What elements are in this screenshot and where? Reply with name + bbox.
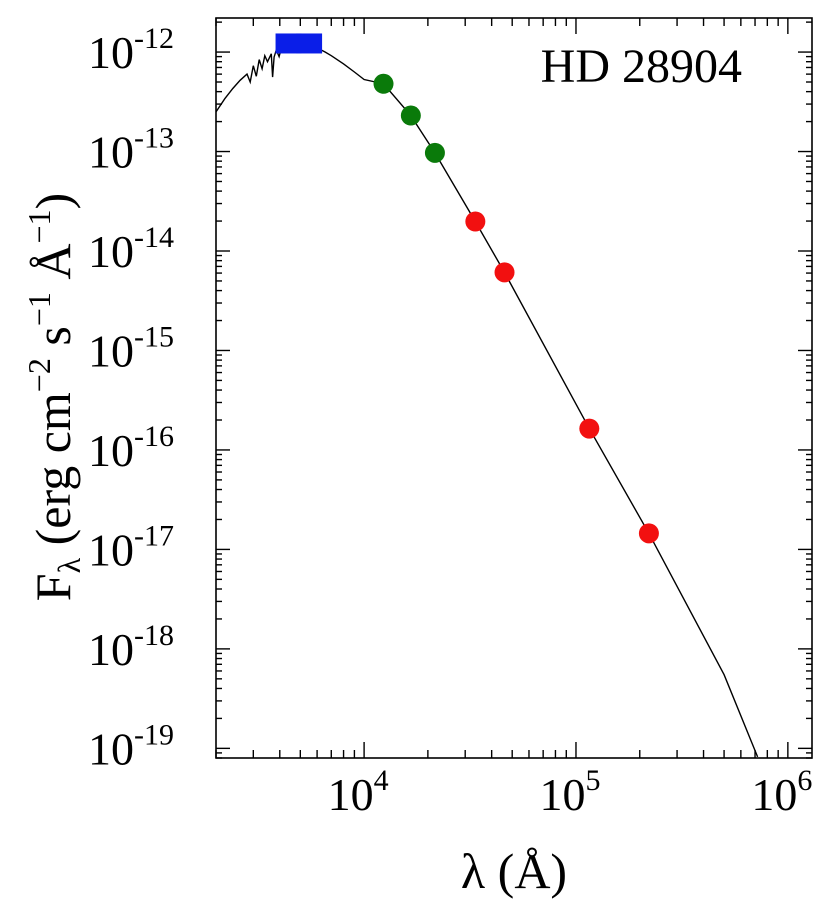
y-label-sub: λ: [51, 557, 87, 573]
y-label-exp2: −1: [21, 292, 57, 326]
points-layer: [275, 33, 659, 544]
x-tick-label: 104: [328, 764, 389, 820]
y-tick-label: 10-12: [88, 22, 174, 78]
chart-title: HD 28904: [541, 40, 742, 93]
x-axis-label: λ (Å): [461, 843, 567, 899]
y-label-open: (erg cm: [25, 392, 81, 558]
plot-frame: [215, 17, 813, 759]
data-point-circle: [494, 262, 515, 283]
data-point-circle: [400, 105, 421, 126]
model-layer: [215, 42, 759, 758]
data-point-circle: [638, 523, 659, 544]
y-tick-label: 10-18: [88, 619, 174, 675]
model-sed-curve: [215, 42, 759, 758]
y-label-exp1: −2: [21, 358, 57, 392]
y-tick-label: 10-19: [88, 718, 174, 774]
data-point-circle: [424, 142, 445, 163]
data-point-square: [275, 33, 302, 54]
y-tick-label: 10-14: [88, 221, 174, 277]
y-tick-label: 10-15: [88, 320, 174, 376]
y-tick-label: 10-13: [88, 122, 174, 178]
y-label-mid2: Å: [25, 244, 81, 293]
data-point-square: [296, 33, 323, 54]
data-point-circle: [465, 211, 486, 232]
y-tick-label: 10-16: [88, 420, 174, 476]
y-axis-label: Fλ (erg cm−2 s−1 Å−1): [21, 193, 87, 601]
x-tick-label: 105: [539, 764, 600, 820]
labels-layer: HD 28904 λ (Å) Fλ (erg cm−2 s−1 Å−1): [21, 40, 742, 899]
y-label-prefix: F: [25, 573, 81, 601]
y-label-close: ): [25, 193, 81, 210]
data-point-circle: [579, 418, 600, 439]
y-label-mid1: s: [25, 326, 81, 358]
axes-layer: 104 105 106 10-12 10-13 10-14 10-15 10-16 10-17 1…: [88, 17, 813, 820]
y-label-exp3: −1: [21, 209, 57, 243]
x-tick-label: 106: [751, 764, 812, 820]
y-tick-label: 10-17: [88, 519, 174, 575]
data-point-circle: [373, 73, 394, 94]
